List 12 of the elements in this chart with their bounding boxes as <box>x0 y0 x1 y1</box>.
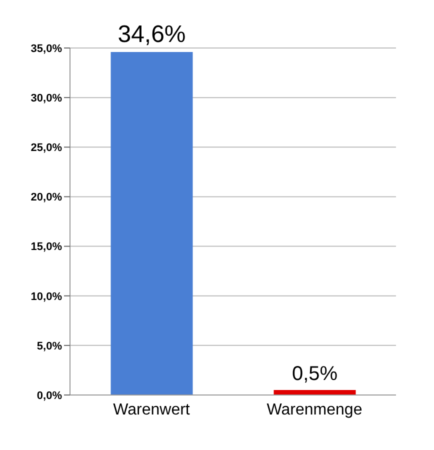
y-tick-label: 0,0% <box>36 390 62 402</box>
x-tick-label: Warenmenge <box>266 401 362 418</box>
y-tick-label: 35,0% <box>30 42 62 55</box>
data-label: 34,6% <box>118 20 186 48</box>
y-tick-label: 30,0% <box>30 92 62 104</box>
data-label: 0,5% <box>292 363 338 386</box>
x-tick-label: Warenwert <box>113 401 190 418</box>
y-tick-label: 20,0% <box>30 192 62 204</box>
y-tick-label: 25,0% <box>30 142 62 154</box>
y-tick-label: 10,0% <box>30 290 62 303</box>
y-tick-label: 15,0% <box>30 241 62 254</box>
y-tick-label: 5,0% <box>36 340 62 352</box>
